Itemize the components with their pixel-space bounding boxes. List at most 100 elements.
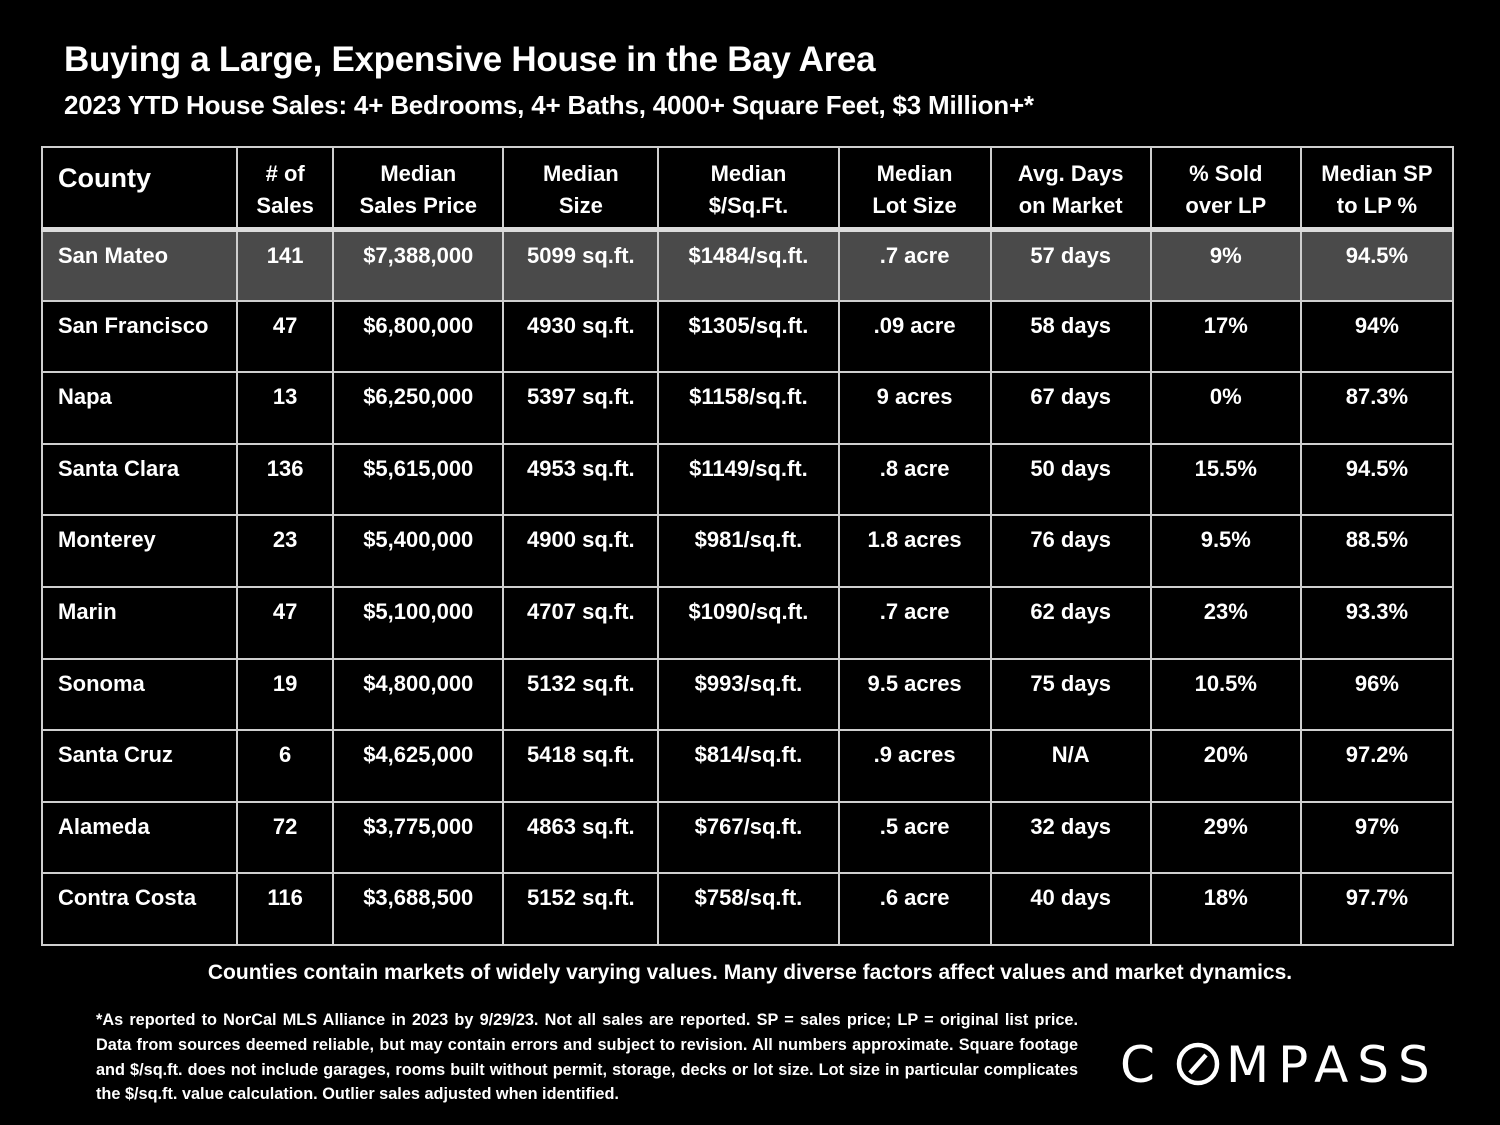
column-header-line: Avg. Days [1017, 161, 1124, 186]
county-cell: Monterey [40, 514, 239, 588]
column-header: # of Sales [236, 146, 335, 232]
table-cell: 20% [1149, 729, 1302, 803]
table-cell: 1.8 acres [837, 514, 992, 588]
table-cell: 23% [1149, 585, 1302, 660]
table-cell: 97% [1299, 800, 1455, 875]
table-cell: 4863 sq.ft. [502, 800, 660, 875]
table-cell: 50 days [989, 442, 1152, 517]
table-row: San Mateo 141 $7,388,000 5099 sq.ft. $1484/s… [40, 228, 1455, 302]
column-header: % Sold over LP [1149, 146, 1302, 232]
table-cell: 116 [236, 872, 335, 946]
county-cell: Contra Costa [40, 872, 239, 946]
table-cell: 47 [236, 299, 335, 374]
table-cell: $1305/sq.ft. [657, 299, 840, 374]
table-cell: N/A [989, 729, 1152, 803]
table-cell: 141 [236, 228, 335, 302]
table-cell: 17% [1149, 299, 1302, 374]
table-cell: 97.7% [1299, 872, 1455, 946]
column-header-line: County [58, 163, 151, 193]
table-cell: 76 days [989, 514, 1152, 588]
table-cell: 4930 sq.ft. [502, 299, 660, 374]
table-cell: 9 acres [837, 371, 992, 445]
table-cell: $3,688,500 [332, 872, 505, 946]
column-header: Median Sales Price [332, 146, 505, 232]
table-cell: $758/sq.ft. [657, 872, 840, 946]
table-cell: 32 days [989, 800, 1152, 875]
column-header: Median Lot Size [837, 146, 992, 232]
table-cell: 94% [1299, 299, 1455, 374]
county-cell: Alameda [40, 800, 239, 875]
table-cell: $993/sq.ft. [657, 657, 840, 732]
table-cell: 18% [1149, 872, 1302, 946]
table-cell: 0% [1149, 371, 1302, 445]
table-cell: $981/sq.ft. [657, 514, 840, 588]
table-cell: $4,625,000 [332, 729, 505, 803]
table-cell: .09 acre [837, 299, 992, 374]
page-title: Buying a Large, Expensive House in the B… [64, 40, 876, 79]
column-header: Median $/Sq.Ft. [657, 146, 840, 232]
table-cell: $814/sq.ft. [657, 729, 840, 803]
compass-logo: C MPASS [1120, 1036, 1430, 1094]
table-cell: 9% [1149, 228, 1302, 302]
table-row: Sonoma 19 $4,800,000 5132 sq.ft. $993/sq.ft.… [40, 657, 1455, 732]
table-cell: 57 days [989, 228, 1152, 302]
table-cell: 67 days [989, 371, 1152, 445]
table-cell: $3,775,000 [332, 800, 505, 875]
column-header-line: Median SP [1321, 161, 1433, 186]
table-cell: 19 [236, 657, 335, 732]
column-header-line: Median [542, 161, 619, 186]
column-header-line: Sales [256, 193, 314, 218]
table-cell: 5132 sq.ft. [502, 657, 660, 732]
county-cell: San Francisco [40, 299, 239, 374]
logo-o-mark [1176, 1042, 1220, 1086]
table-header: County # of Sales Median Sales Price Median Si… [40, 146, 1455, 232]
county-cell: Santa Cruz [40, 729, 239, 803]
county-cell: Santa Clara [40, 442, 239, 517]
column-header-line: over LP [1185, 193, 1267, 218]
table-cell: 93.3% [1299, 585, 1455, 660]
table-row: Marin 47 $5,100,000 4707 sq.ft. $1090/sq.ft.… [40, 585, 1455, 660]
table-cell: 136 [236, 442, 335, 517]
table-cell: $1158/sq.ft. [657, 371, 840, 445]
table-cell: .9 acres [837, 729, 992, 803]
column-header-line: $/Sq.Ft. [708, 193, 789, 218]
table-cell: 94.5% [1299, 442, 1455, 517]
table-row: San Francisco 47 $6,800,000 4930 sq.ft. $130… [40, 299, 1455, 374]
table-cell: $5,400,000 [332, 514, 505, 588]
table-cell: 4900 sq.ft. [502, 514, 660, 588]
table-cell: .7 acre [837, 228, 992, 302]
table-cell: .7 acre [837, 585, 992, 660]
sales-table: County # of Sales Median Sales Price Median Si… [40, 146, 1455, 946]
logo-text-start: C [1120, 1036, 1164, 1094]
table-cell: 5099 sq.ft. [502, 228, 660, 302]
table-cell: $1149/sq.ft. [657, 442, 840, 517]
table-cell: 97.2% [1299, 729, 1455, 803]
column-header: County [40, 146, 239, 232]
table-cell: 62 days [989, 585, 1152, 660]
table-cell: 15.5% [1149, 442, 1302, 517]
header-row: County # of Sales Median Sales Price Median Si… [40, 146, 1455, 232]
footnote: *As reported to NorCal MLS Alliance in 2… [96, 1011, 1078, 1104]
table-cell: 87.3% [1299, 371, 1455, 445]
table-cell: .8 acre [837, 442, 992, 517]
table-cell: $7,388,000 [332, 228, 505, 302]
table-cell: .5 acre [837, 800, 992, 875]
table-cell: 10.5% [1149, 657, 1302, 732]
column-header-line: Median [710, 161, 787, 186]
table-cell: 5418 sq.ft. [502, 729, 660, 803]
column-header-line: % Sold [1189, 161, 1263, 186]
column-header-line: Size [558, 193, 603, 218]
county-cell: Napa [40, 371, 239, 445]
table-cell: 40 days [989, 872, 1152, 946]
table-cell: $1484/sq.ft. [657, 228, 840, 302]
column-header-line: on Market [1018, 193, 1123, 218]
table-cell: 6 [236, 729, 335, 803]
table-cell: $1090/sq.ft. [657, 585, 840, 660]
table-cell: $6,250,000 [332, 371, 505, 445]
column-header: Median Size [502, 146, 660, 232]
column-header-line: Lot Size [872, 193, 957, 218]
table-cell: 23 [236, 514, 335, 588]
table-cell: $6,800,000 [332, 299, 505, 374]
table-cell: 9.5 acres [837, 657, 992, 732]
table-cell: 9.5% [1149, 514, 1302, 588]
